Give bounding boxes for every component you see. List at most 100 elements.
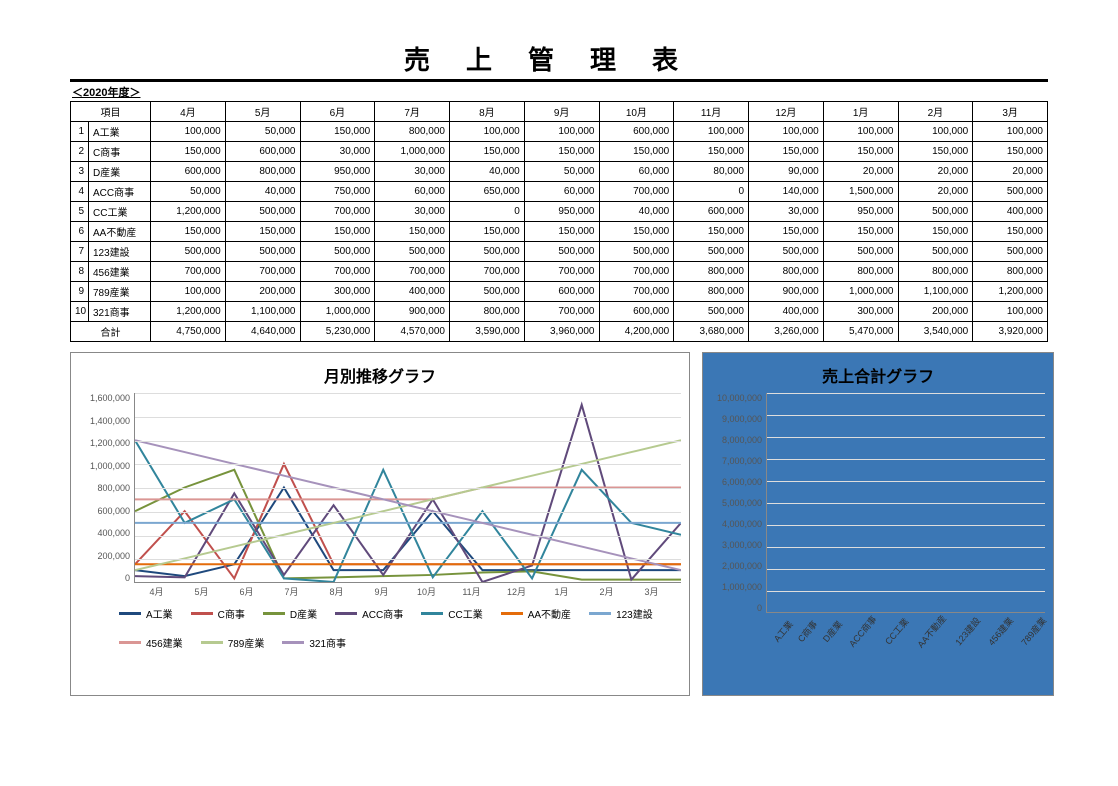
legend-item: AA不動産	[501, 606, 571, 621]
cell-value: 150,000	[599, 222, 674, 242]
bar-chart-title: 売上合計グラフ	[711, 363, 1045, 387]
legend-item: C商事	[191, 606, 245, 621]
row-number: 5	[71, 202, 89, 222]
legend-swatch	[335, 612, 357, 615]
cell-value: 1,100,000	[225, 302, 300, 322]
cell-value: 40,000	[450, 162, 525, 182]
cell-value: 700,000	[225, 262, 300, 282]
cell-value: 500,000	[823, 242, 898, 262]
cell-value: 100,000	[524, 122, 599, 142]
line-xtick: 1月	[539, 585, 584, 598]
cell-value: 500,000	[973, 242, 1048, 262]
cell-value: 700,000	[375, 262, 450, 282]
bar-chart-xaxis: A工業C商事D産業ACC商事CC工業AA不動産123建設456建業789産業	[766, 617, 1045, 630]
cell-value: 100,000	[151, 122, 226, 142]
cell-value: 100,000	[823, 122, 898, 142]
bar-xtick: 789産業	[1018, 614, 1049, 648]
bar-xtick: C商事	[794, 618, 820, 645]
cell-value: 150,000	[674, 142, 749, 162]
header-month: 9月	[524, 102, 599, 122]
row-name: AA不動産	[89, 222, 151, 242]
bar-ytick: 3,000,000	[711, 540, 762, 550]
cell-value: 500,000	[300, 242, 375, 262]
bar-xtick: D産業	[819, 618, 845, 645]
line-xtick: 11月	[449, 585, 494, 598]
cell-value: 400,000	[375, 282, 450, 302]
cell-value: 20,000	[898, 182, 973, 202]
cell-value: 700,000	[599, 282, 674, 302]
bar-ytick: 4,000,000	[711, 519, 762, 529]
cell-value: 150,000	[375, 222, 450, 242]
line-ytick: 0	[79, 573, 130, 583]
total-cell: 5,230,000	[300, 322, 375, 342]
legend-swatch	[263, 612, 285, 615]
cell-value: 1,000,000	[300, 302, 375, 322]
cell-value: 150,000	[973, 142, 1048, 162]
cell-value: 1,200,000	[151, 202, 226, 222]
cell-value: 200,000	[225, 282, 300, 302]
cell-value: 80,000	[674, 162, 749, 182]
cell-value: 500,000	[898, 202, 973, 222]
bar-ytick: 10,000,000	[711, 393, 762, 403]
total-label: 合計	[71, 322, 151, 342]
row-number: 3	[71, 162, 89, 182]
row-number: 2	[71, 142, 89, 162]
total-cell: 4,640,000	[225, 322, 300, 342]
line-chart-xaxis: 4月5月6月7月8月9月10月11月12月1月2月3月	[134, 585, 674, 598]
cell-value: 100,000	[151, 282, 226, 302]
cell-value: 500,000	[450, 282, 525, 302]
cell-value: 700,000	[599, 182, 674, 202]
cell-value: 100,000	[450, 122, 525, 142]
bar-xtick: ACC商事	[846, 613, 880, 650]
cell-value: 150,000	[749, 142, 824, 162]
legend-swatch	[119, 612, 141, 615]
cell-value: 500,000	[599, 242, 674, 262]
cell-value: 700,000	[599, 262, 674, 282]
cell-value: 60,000	[599, 162, 674, 182]
cell-value: 150,000	[151, 222, 226, 242]
bar-xtick: AA不動産	[914, 612, 949, 650]
cell-value: 90,000	[749, 162, 824, 182]
cell-value: 150,000	[898, 142, 973, 162]
cell-value: 150,000	[151, 142, 226, 162]
cell-value: 600,000	[599, 302, 674, 322]
line-xtick: 4月	[134, 585, 179, 598]
row-name: 123建設	[89, 242, 151, 262]
cell-value: 150,000	[524, 142, 599, 162]
line-xtick: 8月	[314, 585, 359, 598]
cell-value: 650,000	[450, 182, 525, 202]
cell-value: 20,000	[898, 162, 973, 182]
cell-value: 1,100,000	[898, 282, 973, 302]
legend-item: D産業	[263, 606, 317, 621]
bar	[955, 480, 980, 612]
header-month: 5月	[225, 102, 300, 122]
bar-xtick: CC工業	[882, 615, 912, 647]
cell-value: 600,000	[524, 282, 599, 302]
header-month: 12月	[749, 102, 824, 122]
cell-value: 700,000	[151, 262, 226, 282]
line-xtick: 10月	[404, 585, 449, 598]
total-cell: 3,540,000	[898, 322, 973, 342]
legend-label: A工業	[146, 606, 173, 621]
cell-value: 150,000	[823, 222, 898, 242]
cell-value: 800,000	[898, 262, 973, 282]
cell-value: 150,000	[450, 222, 525, 242]
cell-value: 600,000	[599, 122, 674, 142]
cell-value: 300,000	[823, 302, 898, 322]
legend-label: D産業	[290, 606, 317, 621]
cell-value: 0	[674, 182, 749, 202]
sales-table: 項目 4月5月6月7月8月9月10月11月12月1月2月3月 1A工業100,0…	[70, 101, 1048, 342]
cell-value: 500,000	[225, 202, 300, 222]
total-cell: 3,590,000	[450, 322, 525, 342]
header-month: 3月	[973, 102, 1048, 122]
page-title: 売上管理表	[70, 40, 1048, 82]
legend-swatch	[201, 641, 223, 644]
legend-swatch	[421, 612, 443, 615]
line-ytick: 1,400,000	[79, 416, 130, 426]
cell-value: 30,000	[375, 202, 450, 222]
cell-value: 500,000	[524, 242, 599, 262]
cell-value: 1,000,000	[375, 142, 450, 162]
cell-value: 500,000	[898, 242, 973, 262]
cell-value: 700,000	[450, 262, 525, 282]
cell-value: 1,000,000	[823, 282, 898, 302]
